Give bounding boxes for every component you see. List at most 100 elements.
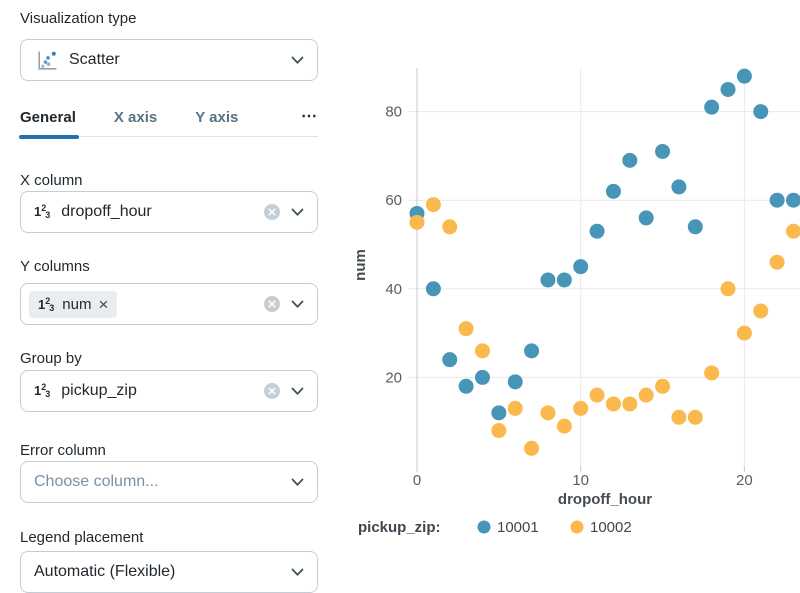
data-point-10001[interactable] [687, 219, 703, 235]
data-point-10002[interactable] [491, 423, 507, 439]
chevron-down-icon [291, 387, 304, 396]
scatter-plot-icon [34, 48, 59, 73]
y-column-chip[interactable]: 123 num × [29, 290, 118, 318]
data-point-10001[interactable] [655, 143, 671, 159]
y-tick-label: 60 [385, 192, 402, 209]
data-point-10001[interactable] [605, 183, 621, 199]
data-point-10002[interactable] [753, 303, 769, 319]
chevron-down-icon [291, 56, 304, 65]
data-point-10001[interactable] [769, 192, 785, 208]
data-point-10001[interactable] [425, 281, 441, 297]
clear-icon[interactable] [263, 382, 281, 400]
group-by-select[interactable]: 123 pickup_zip [20, 370, 318, 412]
config-tabs: General X axis Y axis ⋯ [19, 106, 318, 139]
data-point-10001[interactable] [442, 352, 458, 368]
viz-type-select[interactable]: Scatter [20, 39, 318, 81]
clear-icon[interactable] [263, 295, 281, 313]
data-point-10002[interactable] [458, 321, 474, 337]
data-point-10002[interactable] [655, 378, 671, 394]
data-point-10002[interactable] [687, 409, 703, 425]
x-column-value: dropoff_hour [61, 203, 152, 220]
y-tick-label: 20 [385, 369, 402, 386]
data-point-10001[interactable] [524, 343, 540, 359]
data-point-10002[interactable] [736, 325, 752, 341]
data-point-10002[interactable] [589, 387, 605, 403]
legend-title: pickup_zip: [358, 519, 441, 536]
number-type-icon: 123 [34, 203, 51, 220]
error-column-select[interactable]: Choose column... [20, 461, 318, 503]
tab-y-axis[interactable]: Y axis [195, 109, 239, 126]
data-point-10002[interactable] [704, 365, 720, 381]
error-column-placeholder: Choose column... [34, 473, 159, 490]
tab-x-axis[interactable]: X axis [113, 109, 158, 126]
data-point-10002[interactable] [425, 197, 441, 213]
data-point-10001[interactable] [589, 223, 605, 239]
data-point-10001[interactable] [507, 374, 523, 390]
legend-placement-value: Automatic (Flexible) [34, 563, 176, 580]
viz-type-label: Visualization type [20, 10, 137, 27]
data-point-10001[interactable] [736, 68, 752, 84]
chevron-down-icon [291, 208, 304, 217]
y-columns-select[interactable]: 123 num × [20, 283, 318, 325]
x-tick-label: 20 [736, 472, 753, 489]
data-point-10001[interactable] [573, 259, 589, 275]
number-type-icon: 123 [38, 295, 55, 313]
number-type-icon: 123 [34, 382, 51, 399]
data-point-10001[interactable] [622, 152, 638, 168]
group-by-label: Group by [20, 350, 82, 367]
data-point-10002[interactable] [409, 214, 425, 230]
legend-label-10001[interactable]: 10001 [497, 519, 539, 536]
x-tick-label: 0 [413, 472, 421, 489]
data-point-10001[interactable] [786, 192, 800, 208]
x-axis-title: dropoff_hour [558, 491, 652, 508]
legend-swatch-10001[interactable] [477, 520, 491, 534]
data-point-10002[interactable] [474, 343, 490, 359]
data-point-10002[interactable] [769, 254, 785, 270]
error-column-label: Error column [20, 442, 106, 459]
data-point-10002[interactable] [720, 281, 736, 297]
group-by-value: pickup_zip [61, 382, 137, 399]
viz-type-value: Scatter [69, 51, 120, 68]
data-point-10002[interactable] [540, 405, 556, 421]
data-point-10002[interactable] [786, 223, 800, 239]
y-axis-title: num [352, 249, 369, 281]
data-point-10002[interactable] [507, 400, 523, 416]
x-column-label: X column [20, 172, 83, 189]
data-point-10001[interactable] [474, 369, 490, 385]
legend-placement-select[interactable]: Automatic (Flexible) [20, 551, 318, 593]
data-point-10002[interactable] [638, 387, 654, 403]
chevron-down-icon [291, 568, 304, 577]
legend-swatch-10002[interactable] [570, 520, 584, 534]
data-point-10002[interactable] [573, 400, 589, 416]
tab-general[interactable]: General [19, 109, 79, 139]
data-point-10001[interactable] [458, 378, 474, 394]
data-point-10001[interactable] [720, 81, 736, 97]
tabs-overflow-button[interactable]: ⋯ [301, 108, 318, 125]
data-point-10001[interactable] [540, 272, 556, 288]
y-tick-label: 80 [385, 104, 402, 121]
data-point-10002[interactable] [524, 440, 540, 456]
chevron-down-icon [291, 478, 304, 487]
y-columns-label: Y columns [20, 258, 90, 275]
data-point-10002[interactable] [556, 418, 572, 434]
legend-placement-label: Legend placement [20, 529, 144, 546]
chevron-down-icon [291, 300, 304, 309]
data-point-10002[interactable] [622, 396, 638, 412]
data-point-10001[interactable] [638, 210, 654, 226]
chip-remove-icon[interactable]: × [98, 294, 109, 314]
data-point-10001[interactable] [753, 104, 769, 120]
legend-label-10002[interactable]: 10002 [590, 519, 632, 536]
clear-icon[interactable] [263, 203, 281, 221]
scatter-chart: 20 40 60 80 0 10 20 num dropoff_hour pickup_zip: 1… [340, 0, 800, 586]
data-point-10001[interactable] [491, 405, 507, 421]
data-point-10001[interactable] [671, 179, 687, 195]
x-tick-label: 10 [572, 472, 589, 489]
y-column-chip-value: num [62, 295, 92, 313]
x-column-select[interactable]: 123 dropoff_hour [20, 191, 318, 233]
data-point-10001[interactable] [704, 99, 720, 115]
y-tick-label: 40 [385, 281, 402, 298]
data-point-10002[interactable] [442, 219, 458, 235]
data-point-10002[interactable] [605, 396, 621, 412]
data-point-10001[interactable] [556, 272, 572, 288]
data-point-10002[interactable] [671, 409, 687, 425]
